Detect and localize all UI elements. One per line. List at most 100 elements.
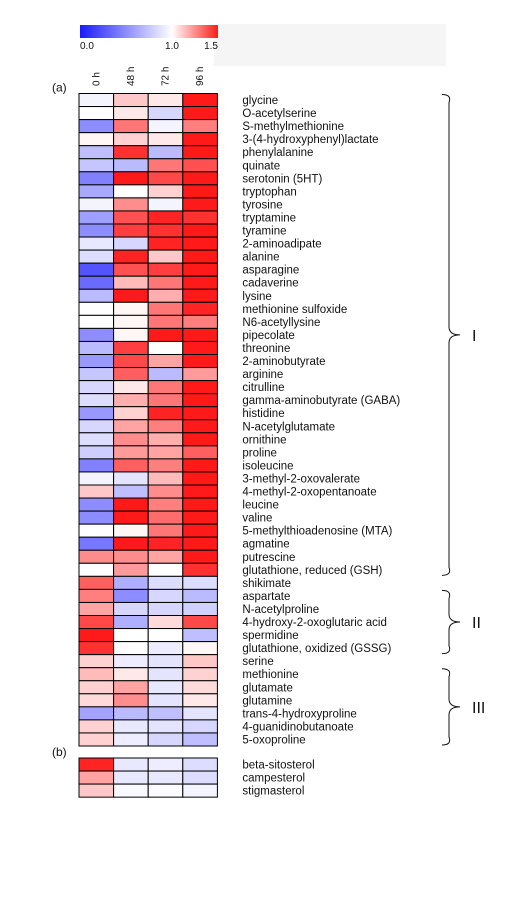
heatmap-cell <box>182 757 218 772</box>
row-label: leucine <box>242 500 278 512</box>
heatmap-cell <box>78 171 115 186</box>
heatmap-cell <box>113 340 149 356</box>
heatmap-cell <box>182 732 218 747</box>
heatmap-cell <box>147 367 184 382</box>
heatmap-cell <box>78 419 115 434</box>
heatmap-cell <box>113 288 149 303</box>
heatmap-cell <box>147 210 184 225</box>
heatmap-cell <box>78 432 115 447</box>
heatmap-cell <box>78 706 115 721</box>
heatmap-cell <box>147 419 184 434</box>
heatmap-cell <box>78 288 115 303</box>
row-label: arginine <box>242 369 283 381</box>
heatmap-cell <box>113 314 149 329</box>
heatmap-cell <box>182 132 218 147</box>
group-label: II <box>472 615 481 632</box>
heatmap-cell <box>147 380 184 395</box>
row-label: serine <box>242 656 273 668</box>
legend-backdrop <box>214 24 446 66</box>
heatmap-cell <box>78 680 115 695</box>
heatmap-cell <box>113 588 149 603</box>
row-label: gamma-aminobutyrate (GABA) <box>242 395 400 407</box>
heatmap-cell <box>182 367 218 382</box>
heatmap-cell <box>147 693 184 708</box>
heatmap-cell <box>113 615 149 630</box>
row-label: tyramine <box>242 226 286 238</box>
heatmap-cell <box>182 510 218 525</box>
heatmap-cell <box>78 236 115 251</box>
heatmap-cell <box>113 575 149 590</box>
heatmap-cell <box>147 93 184 108</box>
row-label: valine <box>242 513 272 525</box>
heatmap-cell <box>113 393 149 408</box>
heatmap-cell <box>78 249 115 264</box>
heatmap-cell <box>78 523 115 538</box>
heatmap-cell <box>113 367 149 382</box>
heatmap-cell <box>113 770 149 785</box>
heatmap-cell <box>147 497 184 512</box>
heatmap-cell <box>147 719 184 734</box>
heatmap-cell <box>78 615 115 630</box>
row-label: putrescine <box>242 552 295 564</box>
heatmap-cell <box>78 406 115 421</box>
row-label: methionine sulfoxide <box>242 304 347 316</box>
group-brace <box>441 94 461 576</box>
heatmap-cell <box>182 340 218 356</box>
heatmap-cell <box>113 223 149 238</box>
heatmap-cell <box>113 380 149 395</box>
heatmap-cell <box>182 497 218 512</box>
heatmap-cell <box>78 393 115 408</box>
row-label: 2-aminoadipate <box>242 239 321 251</box>
heatmap-cell <box>113 93 149 108</box>
heatmap-cell <box>78 510 115 525</box>
heatmap-cell <box>182 236 218 251</box>
panel: (b) beta-sitosterolcampesterolstigmastero… <box>52 745 315 798</box>
row-label: ornithine <box>242 434 286 446</box>
row-label: proline <box>242 447 277 459</box>
heatmap-cell <box>113 197 149 212</box>
heatmap-cell <box>147 406 184 421</box>
heatmap-cell <box>182 119 218 134</box>
heatmap-cell <box>113 510 149 525</box>
heatmap-cell <box>182 432 218 447</box>
heatmap-cell <box>147 757 184 772</box>
heatmap-cell <box>182 171 218 186</box>
heatmap-cell <box>78 223 115 238</box>
heatmap-cell <box>78 562 115 577</box>
heatmap-cell <box>147 667 184 682</box>
heatmap-cell <box>113 249 149 264</box>
heatmap-cell <box>147 158 184 173</box>
heatmap-cell <box>147 145 184 160</box>
heatmap-cell <box>78 757 115 772</box>
heatmap-cell <box>147 458 184 473</box>
heatmap-cell <box>182 484 218 499</box>
panel: (a) glycineO-acetylserineS-methylmethioni… <box>52 81 485 747</box>
heatmap-cell <box>78 641 115 656</box>
row-label: O-acetylserine <box>242 108 316 120</box>
heatmap-cell <box>182 106 218 121</box>
heatmap-cell <box>113 301 149 316</box>
colorbar: 0.0 1.0 1.5 <box>80 25 218 52</box>
row-label: trans-4-hydroxyproline <box>242 708 356 720</box>
heatmap-cell <box>113 628 149 643</box>
heatmap-cell <box>113 432 149 447</box>
row-label: N-acetylglutamate <box>242 421 335 433</box>
heatmap-cell <box>182 471 218 486</box>
row-label: pipecolate <box>242 330 294 342</box>
heatmap-cell <box>147 601 184 617</box>
heatmap-cell <box>182 223 218 238</box>
heatmap-cell <box>182 393 218 408</box>
heatmap-cell <box>147 184 184 199</box>
panel-label: (b) <box>52 745 67 759</box>
heatmap-cell <box>182 667 218 682</box>
row-label: 5-methylthioadenosine (MTA) <box>242 526 392 538</box>
heatmap-cell <box>147 628 184 643</box>
colorbar-gradient <box>80 25 218 38</box>
heatmap-cell <box>147 197 184 212</box>
heatmap-cell <box>182 615 218 630</box>
heatmap-cell <box>182 354 218 369</box>
column-header: 0 h <box>91 72 102 86</box>
heatmap-cell <box>113 132 149 147</box>
heatmap-cell <box>182 275 218 290</box>
